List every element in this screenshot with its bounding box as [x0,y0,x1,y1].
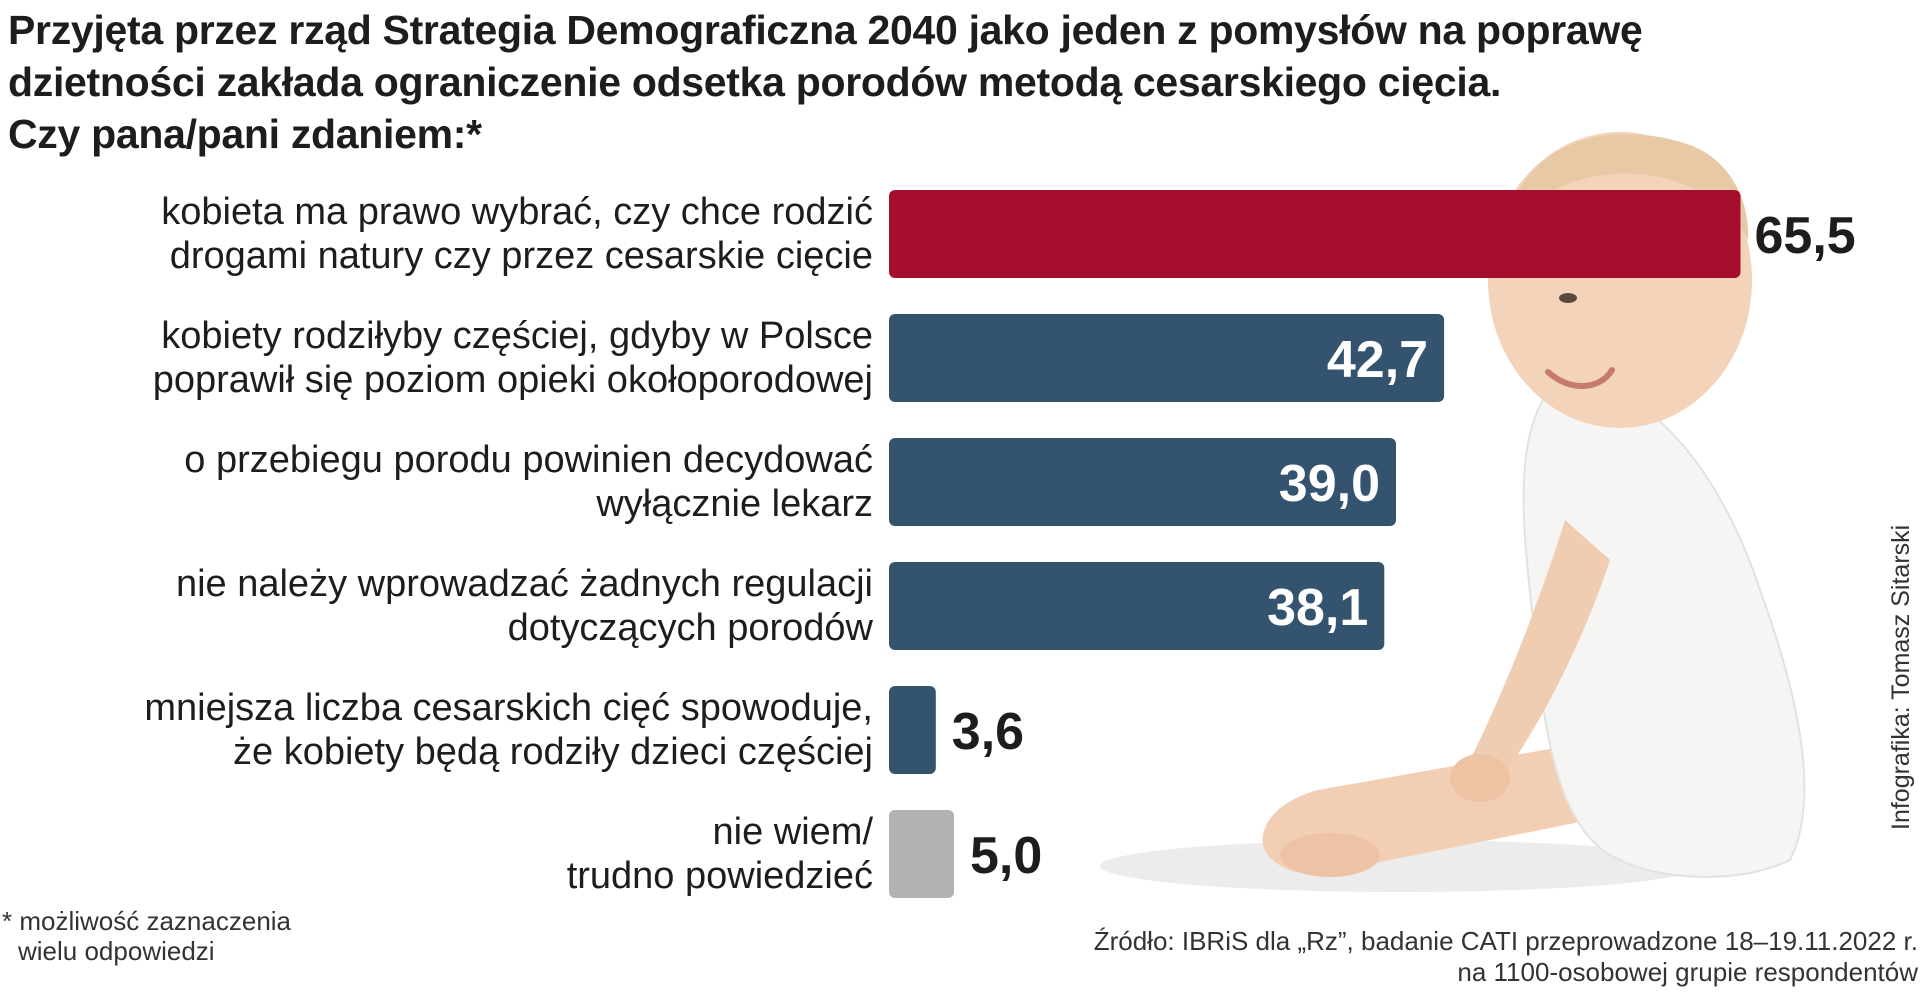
category-label-1: kobiety rodziłyby częściej, gdyby w Pols… [153,315,873,401]
category-label-5-line-1: trudno powiedzieć [567,855,873,897]
category-label-0: kobieta ma prawo wybrać, czy chce rodzić… [161,191,873,277]
bar-1 [889,314,1445,402]
category-label-3-line-0: nie należy wprowadzać żadnych regulacji [176,563,873,605]
baby-body [1522,373,1806,878]
source-note: Źródło: IBRiS dla „Rz”, badanie CATI prz… [1094,926,1918,988]
bar-0 [889,190,1741,278]
baby-foot [1280,833,1380,877]
baby-photo [1100,132,1806,892]
category-label-3-line-1: dotyczących porodów [508,607,874,649]
category-label-2-line-1: wyłącznie lekarz [595,483,873,525]
baby-hand [1450,754,1510,802]
title-line-1: Przyjęta przez rząd Strategia Demografic… [8,7,1643,53]
category-label-2: o przebiegu porodu powinien decydować wył… [184,439,873,525]
category-label-4: mniejsza liczba cesarskich cięć spowoduj… [144,687,873,773]
baby-eye [1559,293,1577,303]
bar-2 [889,438,1396,526]
category-label-4-line-1: że kobiety będą rodziły dzieci częściej [233,731,873,773]
category-label-5-line-0: nie wiem/ [713,811,874,853]
baby-hair [1505,134,1749,240]
value-labels: 65,5 42,7 39,0 38,1 3,6 5,0 [952,207,1856,885]
category-label-5: nie wiem/trudno powiedzieć [567,811,874,897]
bar-4 [889,686,936,774]
footnote-line-1: * możliwość zaznaczenia [2,906,292,936]
bars [889,190,1741,898]
category-label-0-line-0: kobieta ma prawo wybrać, czy chce rodzić [161,191,873,233]
category-labels: kobieta ma prawo wybrać, czy chce rodzić… [144,191,873,897]
source-line-1: Źródło: IBRiS dla „Rz”, badanie CATI prz… [1093,926,1918,956]
title-line-3: Czy pana/pani zdaniem:* [8,111,482,157]
value-label-3: 38,1 [1267,579,1368,637]
category-label-2-line-0: o przebiegu porodu powinien decydować [184,439,873,481]
value-label-5: 5,0 [970,827,1042,885]
baby-smile [1545,367,1615,389]
category-label-1-line-0: kobiety rodziłyby częściej, gdyby w Pols… [161,315,873,357]
bar-5 [889,810,954,898]
bar-3 [889,562,1385,650]
footnote-line-2: wielu odpowiedzi [18,936,215,966]
category-label-0-line-1: drogami natury czy przez cesarskie cięci… [170,235,873,277]
photo-shadow [1100,840,1700,892]
category-label-1-line-1: poprawił się poziom opieki okołoporodowe… [153,359,873,401]
baby-arm [1467,520,1610,789]
value-label-1: 42,7 [1327,331,1428,389]
title-line-2: dzietności zakłada ograniczenie odsetka … [8,59,1502,105]
value-label-4: 3,6 [952,703,1024,761]
source-line-2: na 1100-osobowej grupie respondentów [1457,957,1918,987]
chart-title: Przyjęta przez rząd Strategia Demografic… [8,4,1888,160]
value-label-0: 65,5 [1755,207,1856,265]
category-label-3: nie należy wprowadzać żadnych regulacji d… [176,563,874,649]
infographic-credit: Infografika: Tomasz Sitarski [1887,524,1915,830]
footnote: * możliwość zaznaczenia wielu odpowiedzi [2,906,291,966]
value-label-2: 39,0 [1279,455,1380,513]
category-label-4-line-0: mniejsza liczba cesarskich cięć spowoduj… [144,687,873,729]
